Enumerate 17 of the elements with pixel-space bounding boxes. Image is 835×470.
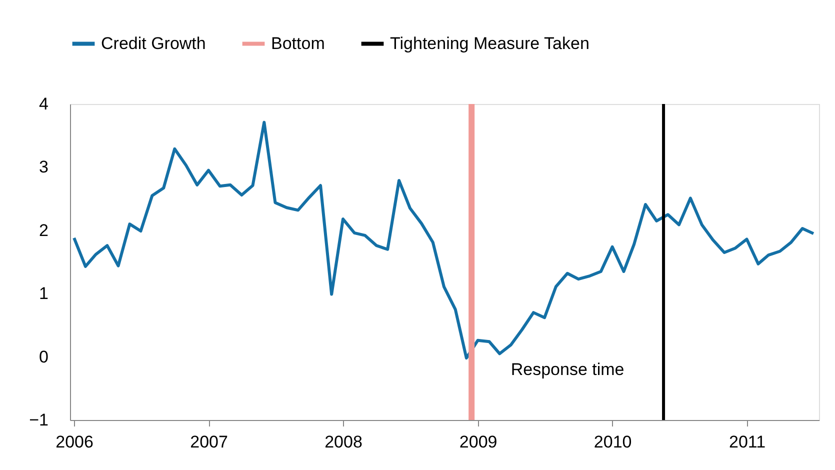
y-tick-label: 4 [39, 94, 48, 114]
y-tick-label: 3 [39, 158, 48, 177]
line-series [72, 120, 815, 360]
y-tick-label: 2 [39, 220, 48, 240]
legend-label: Credit Growth [101, 34, 206, 53]
y-tick-label: −1 [29, 410, 48, 430]
y-tick-label: 1 [39, 284, 48, 304]
legend-label: Bottom [271, 34, 325, 53]
x-tick-label: 2008 [324, 432, 362, 452]
x-tick-label: 2011 [729, 432, 766, 452]
x-tick-label: 2009 [459, 432, 498, 452]
legend-label: Tightening Measure Taken [390, 34, 590, 53]
x-tick-label: 2006 [56, 432, 94, 452]
y-tick-label: 0 [39, 347, 48, 366]
annotation: Response time [510, 360, 624, 379]
x-tick-label: 2007 [190, 432, 228, 452]
x-tick-label: 2010 [594, 432, 632, 452]
